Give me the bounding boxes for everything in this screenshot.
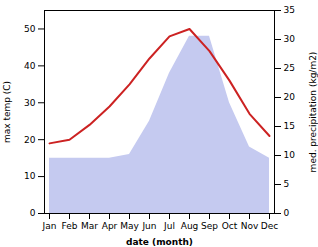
svg-text:35: 35: [284, 5, 295, 15]
svg-text:40: 40: [24, 61, 36, 71]
svg-text:0: 0: [284, 208, 290, 218]
svg-text:5: 5: [284, 179, 290, 189]
svg-text:10: 10: [284, 150, 296, 160]
svg-text:Dec: Dec: [261, 221, 278, 231]
svg-text:med. precipitation (kg/m2): med. precipitation (kg/m2): [308, 52, 318, 173]
svg-text:50: 50: [24, 24, 36, 34]
svg-text:date (month): date (month): [126, 237, 193, 247]
svg-text:20: 20: [24, 135, 36, 145]
svg-text:Apr: Apr: [102, 221, 118, 231]
svg-text:Feb: Feb: [62, 221, 78, 231]
svg-text:max temp (C): max temp (C): [2, 81, 12, 143]
svg-text:Nov: Nov: [241, 221, 259, 231]
svg-text:Jan: Jan: [42, 221, 57, 231]
svg-text:0: 0: [30, 208, 36, 218]
svg-text:30: 30: [284, 34, 296, 44]
svg-text:Sep: Sep: [201, 221, 218, 231]
svg-text:15: 15: [284, 121, 295, 131]
svg-text:Mar: Mar: [81, 221, 98, 231]
svg-text:Aug: Aug: [181, 221, 199, 231]
svg-text:Oct: Oct: [222, 221, 238, 231]
svg-text:25: 25: [284, 63, 295, 73]
svg-text:20: 20: [284, 92, 296, 102]
svg-text:Jun: Jun: [141, 221, 156, 231]
svg-text:30: 30: [24, 98, 36, 108]
svg-text:May: May: [120, 221, 139, 231]
svg-text:10: 10: [24, 171, 36, 181]
svg-text:Jul: Jul: [163, 221, 175, 231]
